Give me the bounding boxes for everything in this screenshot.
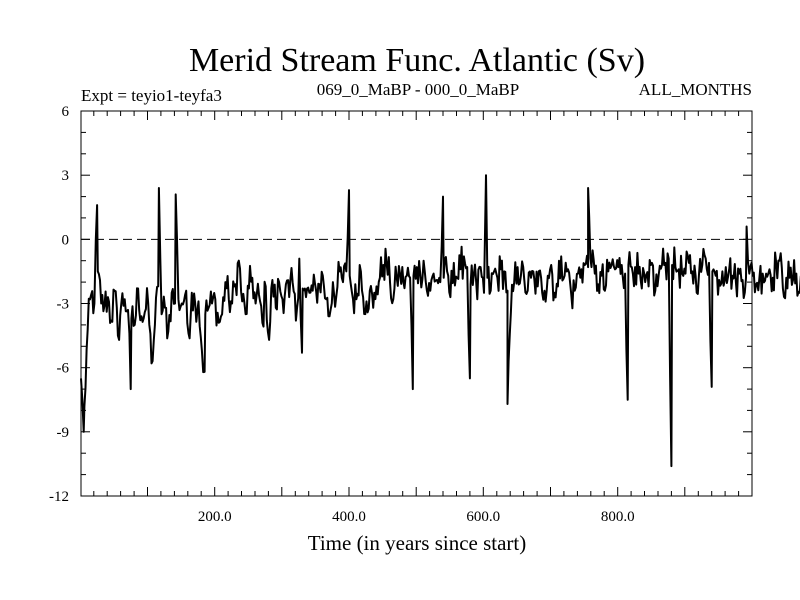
y-axis-tick-labels: -12 -9 -6 -3 0 3 6 [49,104,70,505]
y-tick-label: -3 [57,297,70,313]
y-tick-label: -9 [57,425,70,441]
x-tick-label: 800.0 [601,509,635,525]
subtitle-right: ALL_MONTHS [639,80,752,99]
y-tick-label: 6 [62,104,70,120]
series-line [80,174,800,468]
x-axis-tick-labels: 200.0 400.0 600.0 800.0 [198,509,635,525]
subtitle-center: 069_0_MaBP - 000_0_MaBP [317,80,519,99]
x-tick-label: 600.0 [466,509,500,525]
x-axis-label: Time (in years since start) [308,531,527,555]
y-tick-label: -6 [57,361,70,377]
x-tick-label: 400.0 [332,509,366,525]
x-tick-label: 200.0 [198,509,232,525]
x-axis-ticks [93,111,740,496]
subtitle-left: Expt = teyio1-teyfa3 [81,86,222,105]
y-tick-label: -12 [49,489,69,505]
chart-title: Merid Stream Func. Atlantic (Sv) [189,42,645,79]
y-tick-label: 3 [62,168,70,184]
y-tick-label: 0 [62,232,70,248]
